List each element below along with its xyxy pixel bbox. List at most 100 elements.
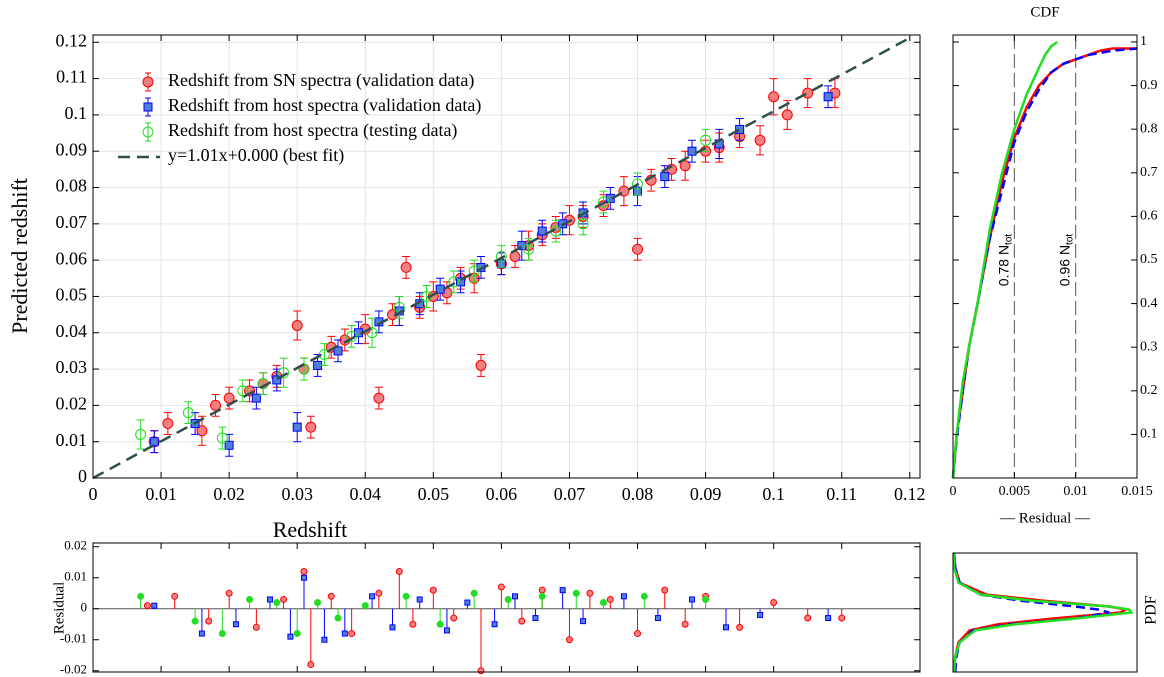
legend-label: Redshift from host spectra (testing data… bbox=[168, 120, 457, 141]
error-bar bbox=[449, 270, 458, 294]
x-tick-label: 0.03 bbox=[281, 484, 313, 504]
marker bbox=[251, 393, 261, 403]
x-axis-label: Redshift bbox=[273, 517, 348, 542]
marker bbox=[464, 599, 471, 606]
marker bbox=[475, 359, 487, 371]
error-bar bbox=[470, 259, 479, 283]
error-bar bbox=[422, 285, 431, 308]
x-tick-label: 0 bbox=[89, 484, 98, 504]
marker bbox=[538, 592, 546, 600]
y-tick-label: 0.02 bbox=[64, 538, 87, 553]
marker bbox=[272, 375, 282, 385]
x-tick-label: 0.12 bbox=[894, 484, 926, 504]
fit-line bbox=[92, 36, 911, 480]
plot-area bbox=[93, 543, 920, 672]
marker bbox=[402, 592, 410, 600]
marker bbox=[300, 568, 308, 576]
y-tick-label: 0.8 bbox=[1140, 121, 1158, 136]
x-tick-label: 0.005 bbox=[999, 484, 1031, 499]
plot-content bbox=[92, 35, 920, 480]
marker bbox=[198, 630, 205, 637]
y-tick-label: 0.5 bbox=[1140, 252, 1158, 267]
y-tick-label: 0.01 bbox=[56, 430, 88, 450]
marker bbox=[597, 196, 609, 208]
marker bbox=[210, 399, 222, 411]
annotation-subscript: tot bbox=[1064, 234, 1075, 245]
marker bbox=[314, 599, 322, 607]
error-bar bbox=[238, 379, 247, 403]
marker bbox=[305, 421, 317, 433]
plot-frame bbox=[92, 542, 921, 673]
marker bbox=[634, 630, 642, 638]
x-axis-label: — Residual — bbox=[999, 510, 1091, 526]
x-tick-label: 0.11 bbox=[826, 484, 857, 504]
annotation-subscript: tot bbox=[1003, 234, 1014, 245]
marker bbox=[291, 319, 303, 331]
y-tick-label: 0.04 bbox=[56, 321, 88, 341]
error-bar bbox=[551, 219, 560, 243]
marker bbox=[318, 349, 330, 361]
error-bar bbox=[320, 343, 329, 366]
y-axis-label: Residual bbox=[51, 582, 67, 635]
plot-content bbox=[93, 568, 920, 675]
marker bbox=[477, 667, 485, 675]
y-tick-label: 0.4 bbox=[1140, 296, 1158, 311]
marker bbox=[237, 385, 249, 397]
marker bbox=[518, 617, 526, 625]
error-bar bbox=[300, 357, 309, 381]
marker bbox=[538, 586, 546, 594]
y-tick-label: 0.03 bbox=[56, 357, 88, 377]
marker bbox=[537, 226, 547, 236]
marker bbox=[660, 172, 670, 182]
plot-area bbox=[953, 35, 1137, 478]
y-tick-label: 0.01 bbox=[64, 569, 87, 584]
line bbox=[952, 553, 1134, 673]
y-tick-label: 0.9 bbox=[1140, 78, 1158, 93]
marker bbox=[196, 425, 208, 437]
y-tick-label: -0.01 bbox=[60, 631, 87, 646]
marker bbox=[341, 630, 348, 637]
marker bbox=[804, 614, 812, 622]
error-bar bbox=[368, 317, 377, 348]
marker bbox=[436, 620, 444, 628]
marker bbox=[435, 284, 445, 294]
marker bbox=[273, 599, 281, 607]
marker bbox=[838, 614, 846, 622]
marker bbox=[497, 583, 505, 591]
marker bbox=[361, 602, 369, 610]
marker bbox=[450, 614, 458, 622]
marker bbox=[735, 124, 745, 134]
marker bbox=[754, 134, 766, 146]
marker bbox=[448, 276, 460, 288]
y-tick-label: 0.1 bbox=[65, 103, 88, 123]
marker bbox=[565, 636, 573, 644]
marker bbox=[491, 621, 498, 628]
y-tick-label: 0.11 bbox=[56, 67, 87, 87]
x-tick-label: 0.08 bbox=[622, 484, 654, 504]
x-tick-label: 0.015 bbox=[1121, 484, 1153, 499]
marker bbox=[700, 134, 712, 146]
y-tick-label: 0.12 bbox=[56, 30, 88, 50]
legend-label: y=1.01x+0.000 (best fit) bbox=[168, 145, 344, 166]
y-tick-label: 0.6 bbox=[1140, 209, 1158, 224]
marker bbox=[723, 624, 730, 631]
marker bbox=[205, 617, 213, 625]
marker bbox=[640, 592, 648, 600]
x-tick-label: 0.01 bbox=[1063, 484, 1088, 499]
marker bbox=[632, 178, 644, 190]
marker bbox=[334, 614, 342, 622]
plot-content bbox=[952, 552, 1134, 673]
y-tick-label: 0.09 bbox=[56, 139, 88, 159]
marker bbox=[280, 595, 288, 603]
y-tick-label: 0.07 bbox=[56, 212, 88, 232]
marker bbox=[532, 615, 539, 622]
marker bbox=[456, 277, 466, 287]
marker bbox=[252, 623, 260, 631]
marker bbox=[369, 593, 376, 600]
marker bbox=[504, 595, 512, 603]
y-tick-label: 0 bbox=[81, 600, 88, 615]
legend-label: Redshift from host spectra (validation d… bbox=[168, 95, 481, 116]
marker bbox=[151, 602, 158, 609]
marker bbox=[702, 595, 710, 603]
